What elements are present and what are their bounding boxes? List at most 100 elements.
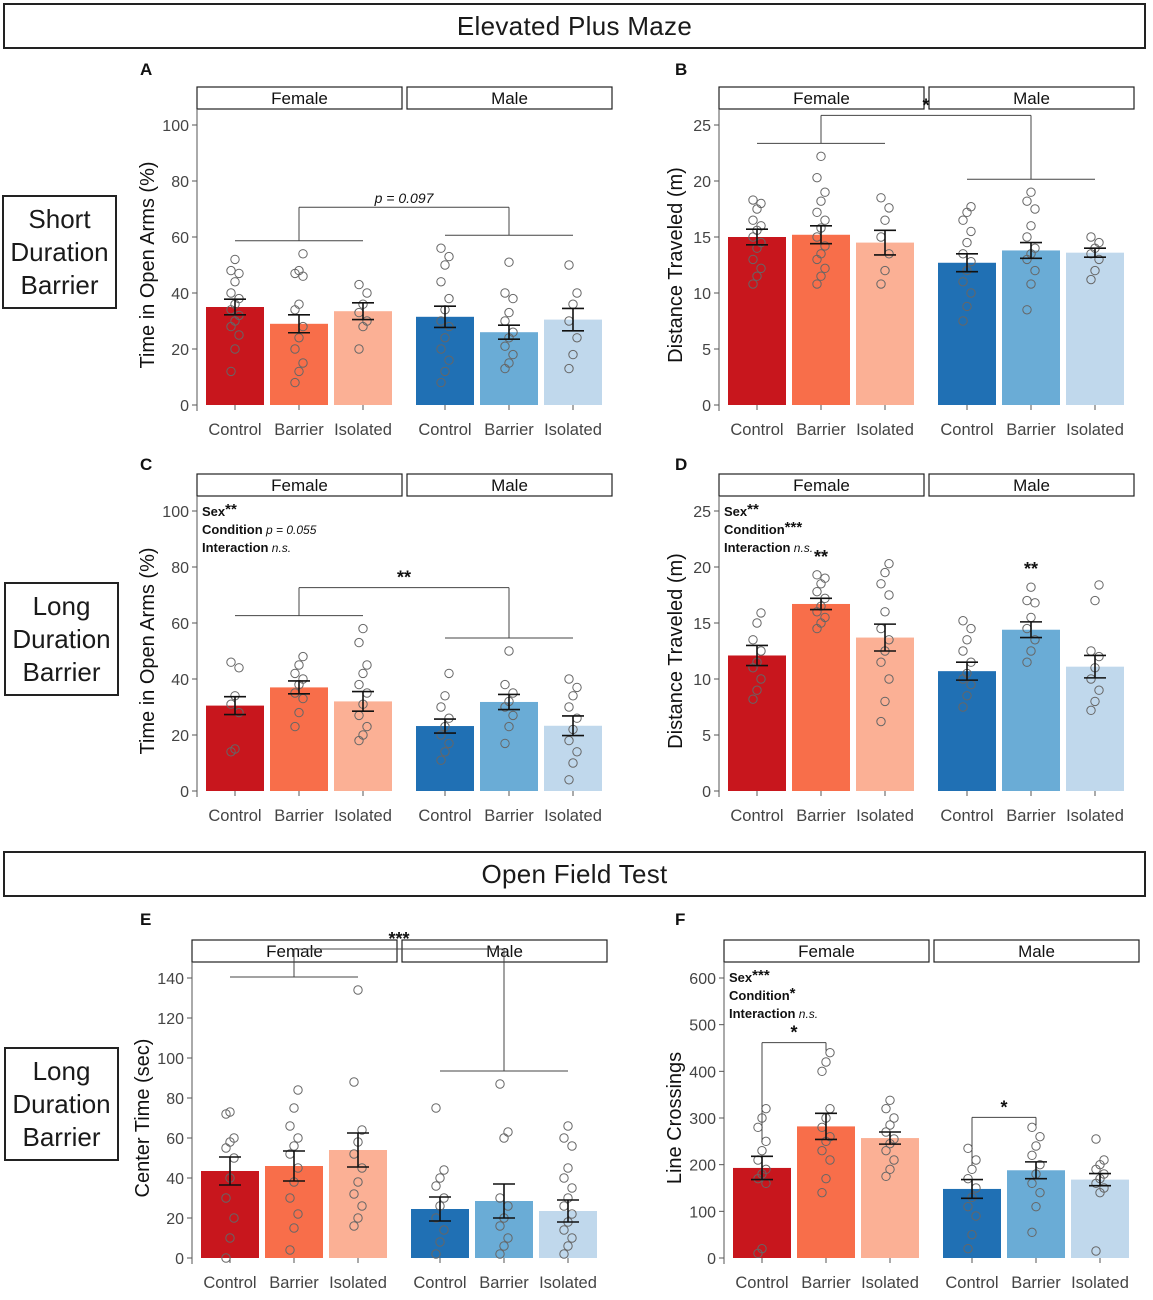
data-point — [568, 349, 578, 360]
y-tick-label: 10 — [693, 672, 711, 689]
facet-label: Female — [798, 942, 855, 961]
data-point — [966, 623, 976, 634]
data-point — [889, 1113, 899, 1123]
data-point — [285, 1121, 295, 1131]
x-tick-label: Barrier — [801, 1274, 851, 1292]
y-tick-label: 15 — [693, 616, 711, 633]
x-tick-label: Isolated — [1066, 421, 1124, 439]
data-point — [884, 203, 894, 213]
section-title-oft: Open Field Test — [3, 851, 1146, 897]
significance-label: *** — [388, 929, 409, 949]
data-point — [962, 207, 972, 218]
y-tick-label: 20 — [693, 560, 711, 577]
data-point — [757, 1243, 767, 1254]
data-point — [572, 288, 582, 298]
data-point — [958, 702, 968, 712]
stats-line: Sex** — [202, 501, 237, 519]
x-tick-label: Isolated — [334, 421, 392, 439]
data-point — [1030, 598, 1040, 608]
data-point — [436, 377, 446, 388]
row-label-line: Duration — [12, 623, 111, 654]
x-tick-label: Control — [418, 421, 471, 439]
data-point — [439, 1225, 449, 1235]
y-tick-label: 60 — [171, 230, 189, 247]
significance-label: p = 0.097 — [374, 190, 435, 206]
data-point — [756, 646, 766, 656]
data-point — [1086, 705, 1096, 716]
y-tick-label: 40 — [171, 286, 189, 303]
data-point — [504, 307, 514, 318]
data-point — [572, 747, 582, 757]
data-point — [958, 277, 968, 287]
data-point — [1030, 265, 1040, 276]
y-tick-label: 140 — [157, 971, 184, 988]
data-point — [820, 573, 830, 583]
x-tick-label: Barrier — [1011, 1274, 1061, 1292]
data-point — [1022, 595, 1032, 606]
data-point — [294, 366, 304, 377]
data-point — [495, 1079, 505, 1089]
data-point — [353, 1213, 363, 1223]
data-point — [567, 1141, 577, 1151]
x-tick-label: Barrier — [269, 1274, 319, 1292]
data-point — [444, 251, 454, 262]
data-point — [294, 333, 304, 343]
facet-label: Female — [271, 476, 328, 495]
facet-label: Male — [491, 476, 528, 495]
data-point — [439, 1193, 449, 1203]
y-tick-label: 200 — [689, 1158, 716, 1175]
data-point — [876, 193, 886, 203]
data-point — [285, 1245, 295, 1255]
data-point — [294, 660, 304, 670]
x-tick-label: Isolated — [334, 807, 392, 825]
row-label-line: Long — [32, 1055, 91, 1086]
data-point — [1099, 1183, 1109, 1193]
data-point — [825, 1103, 835, 1114]
data-point — [500, 341, 510, 351]
data-point — [1030, 204, 1040, 214]
y-tick-label: 0 — [175, 1251, 184, 1268]
data-point — [825, 1155, 835, 1165]
y-tick-label: 60 — [171, 616, 189, 633]
panel-label: C — [140, 455, 152, 474]
data-point — [820, 612, 830, 623]
facet-label: Female — [793, 89, 850, 108]
data-point — [1091, 1134, 1101, 1144]
data-point — [748, 254, 758, 265]
y-tick-label: 0 — [180, 784, 189, 801]
data-point — [564, 702, 574, 712]
data-point — [816, 579, 826, 589]
data-point — [1031, 1141, 1041, 1151]
y-tick-label: 5 — [702, 728, 711, 745]
data-point — [559, 1173, 569, 1183]
panel-label: D — [675, 455, 687, 474]
data-point — [756, 198, 766, 209]
data-point — [880, 567, 890, 578]
data-point — [499, 1133, 509, 1143]
data-point — [436, 344, 446, 354]
y-tick-label: 0 — [702, 784, 711, 801]
y-tick-label: 40 — [171, 672, 189, 689]
data-point — [362, 316, 372, 326]
facet-header — [196, 86, 403, 110]
significance-label: * — [922, 95, 929, 115]
data-point — [1086, 274, 1096, 285]
data-point — [431, 1181, 441, 1191]
data-point — [358, 623, 368, 634]
data-point — [226, 657, 236, 667]
facet-header — [406, 473, 613, 497]
data-point — [508, 710, 518, 721]
data-point — [876, 579, 886, 589]
data-point — [812, 172, 822, 183]
data-point — [1026, 279, 1036, 289]
data-point — [1027, 1122, 1037, 1133]
data-point — [234, 663, 244, 673]
data-point — [958, 215, 968, 225]
data-point — [225, 1107, 235, 1117]
data-point — [971, 1211, 981, 1221]
bar — [728, 237, 786, 405]
data-point — [226, 288, 236, 298]
data-point — [559, 1225, 569, 1235]
data-point — [362, 660, 372, 670]
data-point — [1026, 612, 1036, 623]
